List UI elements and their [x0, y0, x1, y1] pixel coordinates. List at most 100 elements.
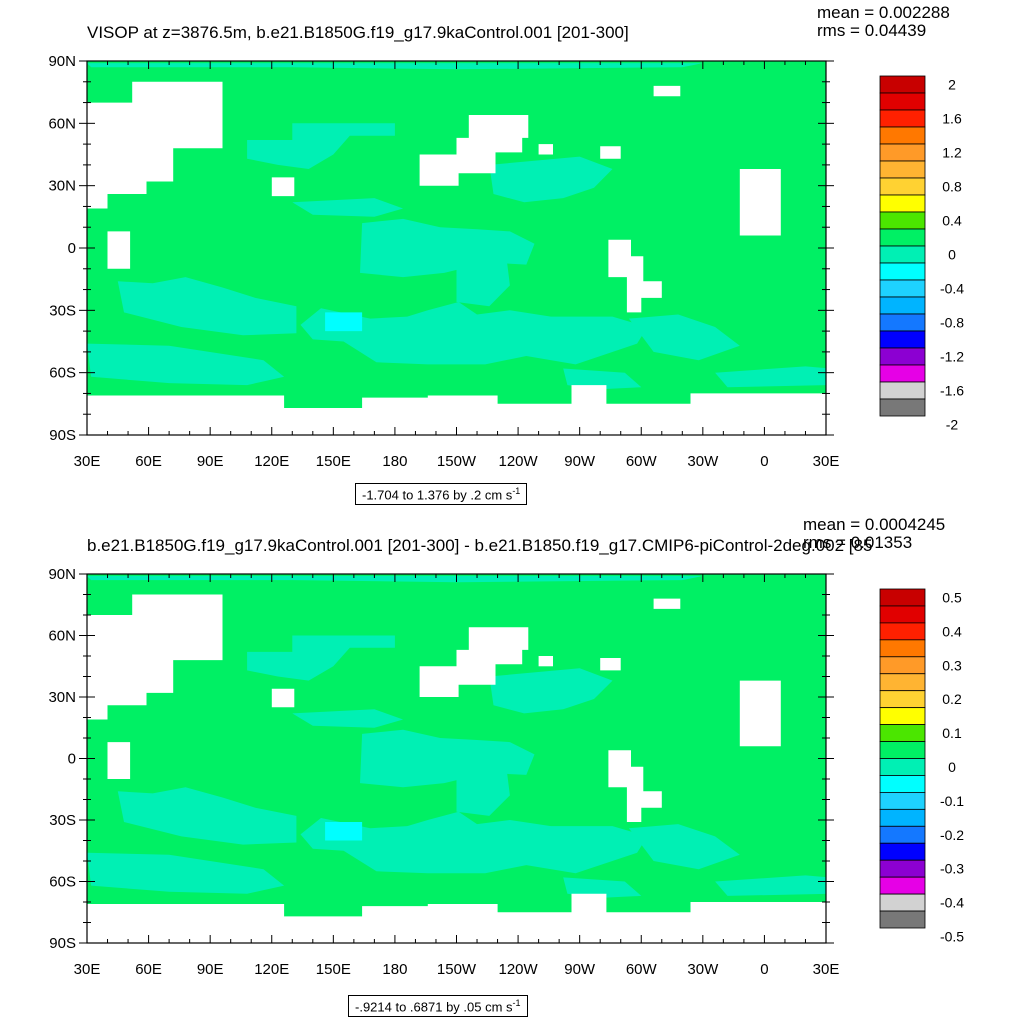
colorbar-swatch [879, 707, 926, 726]
y-tick-label: 60S [49, 874, 76, 891]
x-tick-label: 30E [74, 453, 101, 470]
colorbar-label: 0.4 [942, 213, 962, 229]
colorbar-label: 1.2 [942, 145, 962, 161]
negative-anomaly-region [87, 343, 285, 386]
x-tick-label: 60W [626, 453, 658, 470]
colorbar-swatch [879, 177, 926, 196]
colorbar-label: -0.2 [940, 827, 964, 843]
colorbar-swatch [879, 313, 926, 332]
y-tick-label: 30S [49, 302, 76, 319]
y-tick-label: 30N [48, 689, 76, 706]
x-tick-label: 30E [74, 961, 101, 978]
colorbar-swatch [879, 622, 926, 641]
panel2-rms: rms = 0.01353 [803, 533, 913, 552]
colorbar-swatch [879, 245, 926, 264]
colorbar-swatch [879, 724, 926, 742]
land-mask [107, 742, 131, 779]
colorbar-swatch [879, 279, 926, 298]
panel2-title: b.e21.B1850G.f19_g17.9kaControl.001 [201… [87, 536, 873, 555]
colorbar-swatch [879, 605, 926, 624]
x-tick-label: 180 [382, 961, 407, 978]
colorbar-swatch [879, 194, 926, 213]
colorbar-swatch [879, 143, 926, 162]
negative-anomaly-region [117, 277, 297, 336]
negative-anomaly-region [456, 252, 510, 307]
y-tick-label: 60N [48, 628, 76, 645]
colorbar-label: 0.8 [942, 179, 962, 195]
panel2-contour-info: -.9214 to .6871 by .05 cm s-1 [348, 995, 528, 1018]
negative-anomaly-region [300, 302, 648, 365]
panel2-colorbar: 0.5 0.4 0.3 0.2 0.1 0 -0.1 -0.2 -0.3 -0.4 -0.5 [879, 588, 964, 944]
colorbar-swatch [879, 639, 926, 658]
panel1-colorbar: 2 1.6 1.2 0.8 0.4 0 -0.4 -0.8 -1.2 -1.6 -2 [879, 75, 964, 433]
colorbar-label: -0.8 [940, 315, 964, 331]
land-mask [608, 239, 662, 313]
land-mask [87, 81, 223, 209]
x-tick-label: 30E [813, 453, 840, 470]
negative-anomaly-region [292, 709, 404, 728]
x-tick-label: 120E [254, 453, 289, 470]
colorbar-swatch [879, 347, 926, 366]
land-mask [87, 385, 826, 435]
land-mask [538, 656, 553, 667]
panel1-map: 30E 60E 90E 120E 150E 180 150W 120W 90W 60W 30W 0 30… [48, 53, 839, 470]
colorbar-label: 0 [948, 759, 956, 775]
x-tick-label: 60E [135, 961, 162, 978]
land-mask [739, 680, 781, 747]
x-tick-label: 60W [626, 961, 658, 978]
colorbar-swatch [879, 893, 926, 912]
negative-anomaly-region [715, 875, 826, 896]
negative-anomaly-region [563, 877, 642, 898]
negative-anomaly-region [325, 822, 363, 841]
panel1-stats: mean = 0.002288 rms = 0.04439 [817, 4, 950, 40]
colorbar-label: 1.6 [942, 111, 962, 127]
land-mask [538, 144, 553, 155]
x-tick-label: 120W [498, 961, 538, 978]
colorbar-swatch [879, 876, 926, 895]
x-tick-label: 90E [197, 961, 224, 978]
panel2-mean: mean = 0.0004245 [803, 515, 946, 534]
land-mask [87, 594, 223, 720]
x-tick-label: 150W [437, 961, 477, 978]
negative-anomaly-region [489, 156, 613, 203]
colorbar-swatch [879, 126, 926, 145]
colorbar-label: 0.3 [942, 657, 962, 673]
colorbar-swatch [879, 381, 926, 400]
x-tick-label: 0 [760, 453, 768, 470]
colorbar-swatch [879, 296, 926, 315]
negative-anomaly-region [292, 198, 404, 217]
y-tick-label: 60N [48, 115, 76, 132]
panel2-map: 30E 60E 90E 120E 150E 180 150W 120W 90W 60W 30W 0 30… [48, 566, 839, 978]
y-tick-label: 90S [49, 427, 76, 444]
x-tick-label: 150E [316, 453, 351, 470]
colorbar-label: -0.1 [940, 793, 964, 809]
colorbar-swatch [879, 262, 926, 281]
colorbar-swatch [879, 775, 926, 793]
colorbar-label: -1.6 [940, 383, 964, 399]
land-mask [600, 146, 621, 159]
colorbar-label: -0.4 [940, 281, 964, 297]
negative-anomaly-region [489, 668, 613, 714]
colorbar-swatch [879, 398, 926, 417]
x-tick-label: 180 [382, 453, 407, 470]
panel2-field [87, 574, 826, 943]
colorbar-label: 0.2 [942, 691, 962, 707]
colorbar-label: -0.5 [940, 928, 964, 944]
y-tick-label: 0 [68, 751, 76, 768]
negative-anomaly-region [325, 312, 363, 332]
colorbar-swatch [879, 330, 926, 349]
colorbar-label: 0.5 [942, 589, 962, 605]
panel1-contour-info: -1.704 to 1.376 by .2 cm s-1 [355, 483, 528, 506]
x-tick-label: 90W [564, 453, 596, 470]
x-tick-label: 90W [564, 961, 596, 978]
negative-anomaly-region [247, 635, 395, 681]
panel2-stats: mean = 0.0004245 rms = 0.01353 [803, 516, 945, 552]
colorbar-swatch [879, 228, 926, 247]
land-mask [608, 750, 662, 822]
land-mask [653, 85, 681, 97]
panel1-mean: mean = 0.002288 [817, 3, 950, 22]
negative-anomaly-region [87, 852, 285, 894]
land-mask [271, 688, 295, 708]
colorbar-swatch [879, 92, 926, 111]
